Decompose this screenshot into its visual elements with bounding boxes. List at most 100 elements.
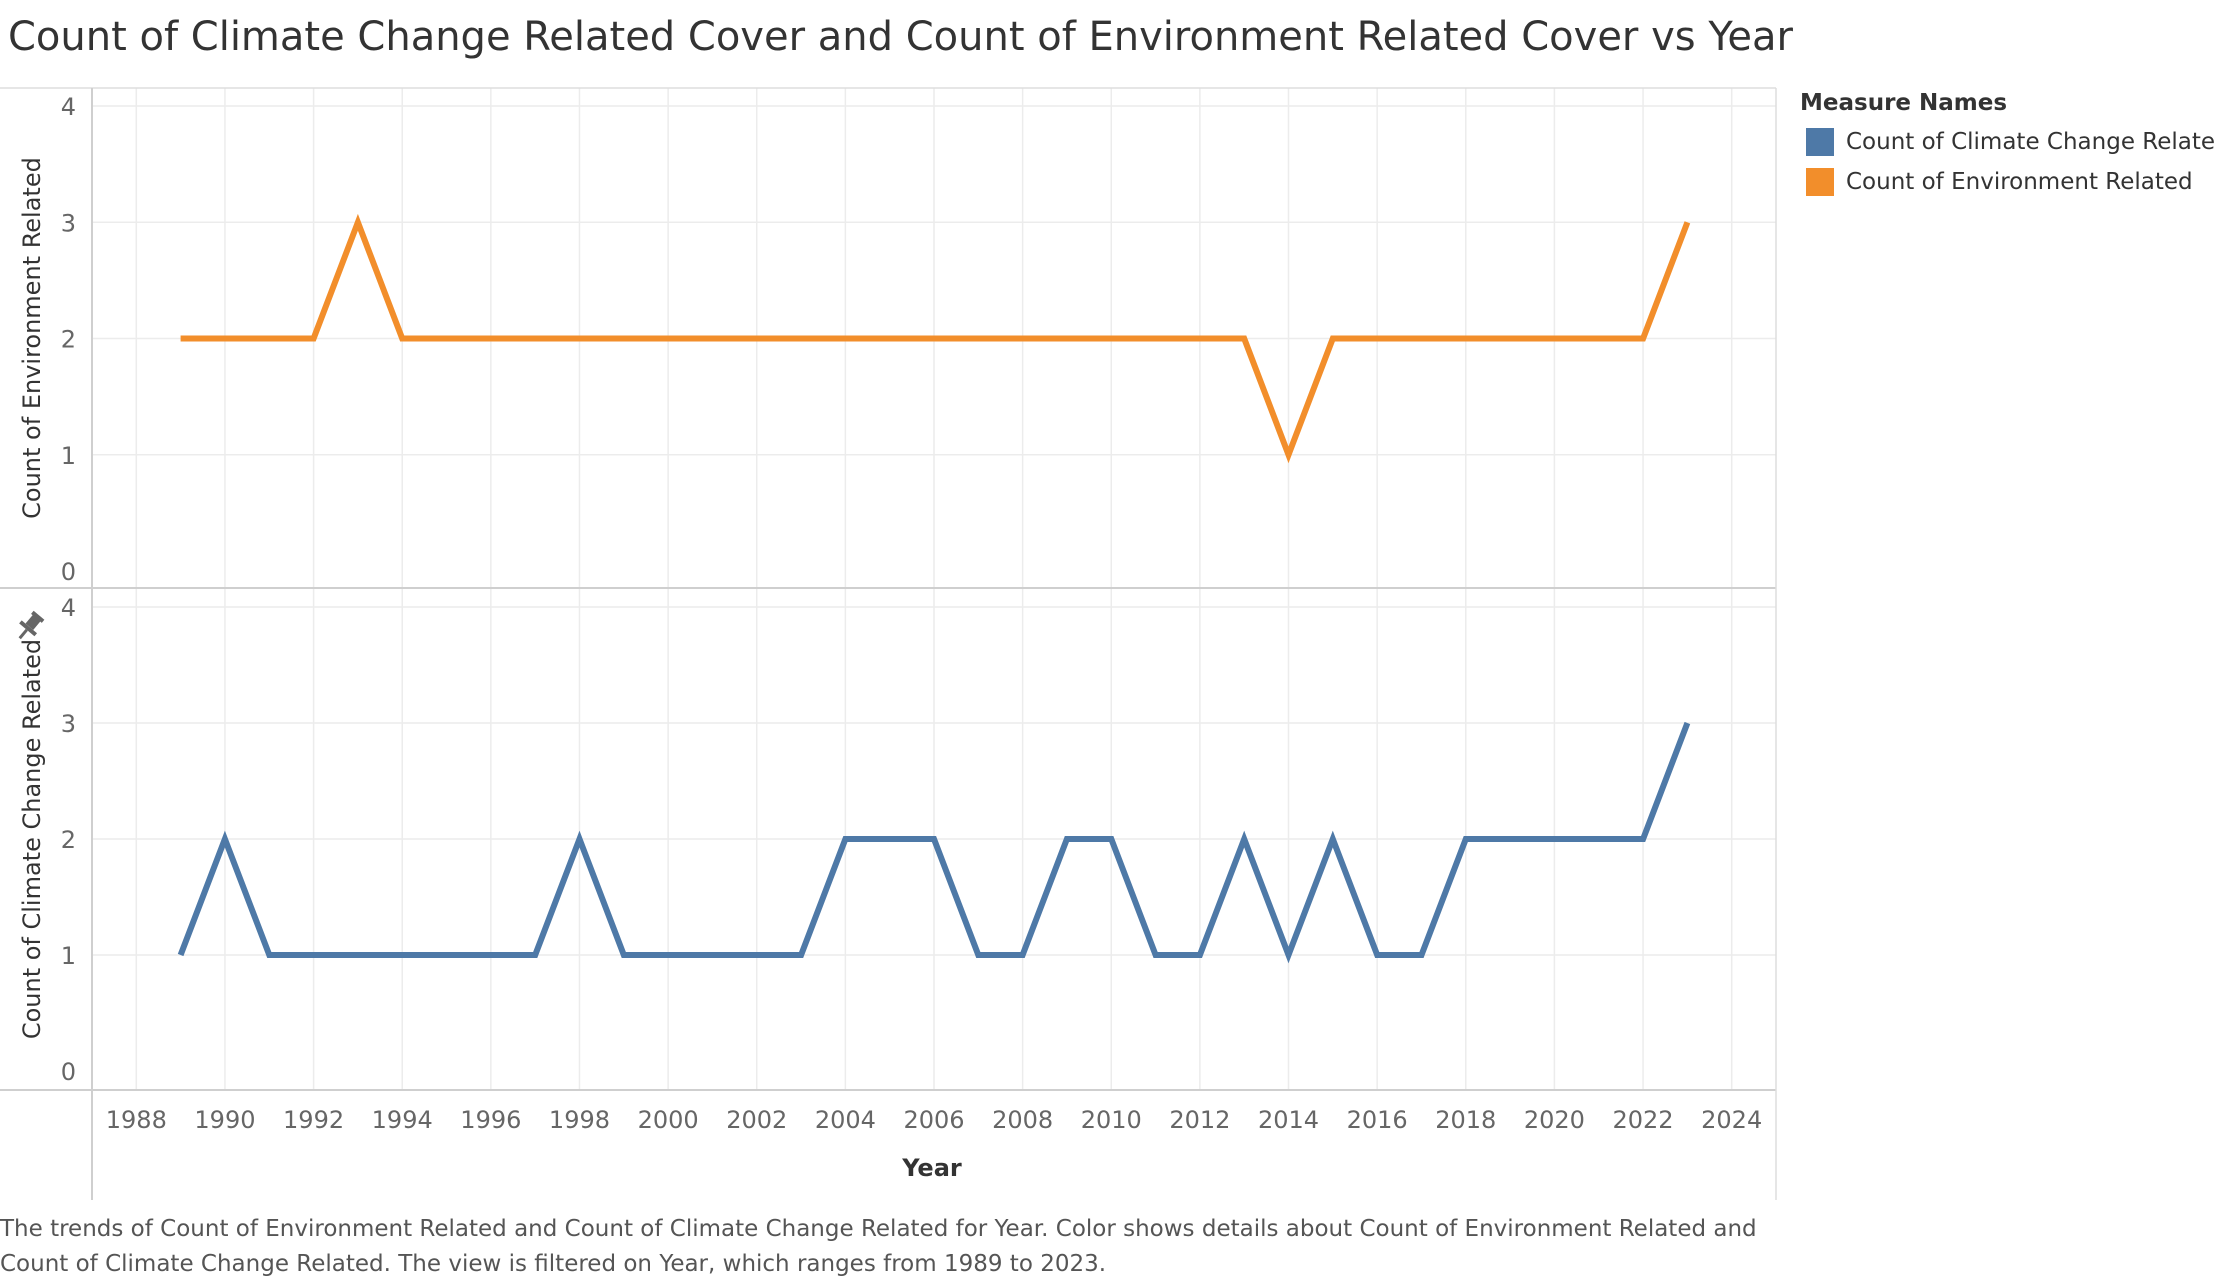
data-point (488, 336, 494, 342)
data-point (532, 952, 538, 958)
y-tick-label: 0 (61, 558, 76, 586)
series-line (180, 213, 1691, 464)
data-point (975, 336, 981, 342)
data-point (1153, 336, 1159, 342)
x-tick-label: 1990 (194, 1106, 255, 1134)
legend-item-climate-change[interactable]: Count of Climate Change Related (1800, 122, 2216, 162)
data-point (1197, 336, 1203, 342)
data-point (311, 952, 317, 958)
x-tick-label: 2000 (638, 1106, 699, 1134)
data-point (887, 336, 893, 342)
x-tick-label: 2020 (1524, 1106, 1585, 1134)
y-tick-label: 4 (61, 93, 76, 121)
data-point (576, 336, 582, 342)
data-point (1640, 836, 1646, 842)
data-point (621, 336, 627, 342)
legend-label-environment: Count of Environment Related (1846, 169, 2193, 195)
x-tick-label: 2004 (815, 1106, 876, 1134)
data-point (1020, 336, 1026, 342)
legend-swatch-climate-change (1806, 128, 1834, 156)
data-point (887, 836, 893, 842)
data-point (1507, 836, 1513, 842)
pin-icon-head (31, 610, 45, 623)
data-point (1684, 219, 1690, 225)
y-tick-label: 2 (61, 826, 76, 854)
data-point (798, 952, 804, 958)
y-tick-label: 3 (61, 209, 76, 237)
data-point (1374, 336, 1380, 342)
legend-label-climate-change: Count of Climate Change Related (1846, 129, 2216, 155)
data-point (1596, 836, 1602, 842)
pin-icon-needle (18, 628, 28, 640)
data-point (1020, 952, 1026, 958)
data-point (444, 952, 450, 958)
legend[interactable]: Measure Names Count of Climate Change Re… (1800, 90, 2216, 202)
data-point (1108, 336, 1114, 342)
chart: 0 1 2 3 4 Count of Environment Related 0 1 2 3 4 Co… (0, 87, 1777, 1200)
data-point (621, 952, 627, 958)
x-tick-label: 2008 (992, 1106, 1053, 1134)
data-point (1330, 836, 1336, 842)
data-point (488, 952, 494, 958)
x-tick-label: 2022 (1613, 1106, 1674, 1134)
data-point (754, 336, 760, 342)
legend-title: Measure Names (1800, 90, 2008, 116)
data-point (1286, 952, 1292, 958)
y-tick-label: 0 (61, 1058, 76, 1086)
data-point (1596, 336, 1602, 342)
x-tick-label: 1996 (460, 1106, 521, 1134)
x-tick-label: 1992 (283, 1106, 344, 1134)
y-axis-label: Count of Environment Related (18, 157, 46, 519)
data-point (842, 336, 848, 342)
data-point (1330, 336, 1336, 342)
chart-title: Count of Climate Change Related Cover an… (8, 14, 1793, 60)
y-tick-label: 1 (61, 942, 76, 970)
data-point (1108, 836, 1114, 842)
data-point (1551, 336, 1557, 342)
y-axis-label: Count of Climate Change Related (18, 639, 46, 1039)
x-tick-label: 1988 (106, 1106, 167, 1134)
pin-icon (18, 610, 45, 640)
data-point (1064, 836, 1070, 842)
data-point (1418, 952, 1424, 958)
data-point (1197, 952, 1203, 958)
x-tick-label: 2018 (1435, 1106, 1496, 1134)
data-point (931, 336, 937, 342)
data-point (975, 952, 981, 958)
data-point (1640, 336, 1646, 342)
data-point (266, 952, 272, 958)
y-tick-label: 4 (61, 594, 76, 622)
data-point (709, 952, 715, 958)
caption-line-2: Count of Climate Change Related. The vie… (0, 1251, 1107, 1277)
data-point (266, 336, 272, 342)
data-point (532, 336, 538, 342)
data-point (355, 219, 361, 225)
x-tick-label: 2024 (1701, 1106, 1762, 1134)
x-tick-label: 2006 (903, 1106, 964, 1134)
x-tick-label: 2012 (1169, 1106, 1230, 1134)
data-point (798, 336, 804, 342)
legend-item-environment[interactable]: Count of Environment Related (1800, 162, 2216, 202)
data-point (355, 952, 361, 958)
data-point (1286, 452, 1292, 458)
data-point (931, 836, 937, 842)
caption-line-1: The trends of Count of Environment Relat… (0, 1216, 1757, 1242)
data-point (1463, 836, 1469, 842)
data-point (1241, 836, 1247, 842)
data-point (1064, 336, 1070, 342)
legend-swatch-environment (1806, 168, 1834, 196)
x-tick-label: 1994 (372, 1106, 433, 1134)
data-point (1241, 336, 1247, 342)
data-point (311, 336, 317, 342)
data-point (665, 336, 671, 342)
pin-icon-base (19, 620, 38, 637)
data-point (842, 836, 848, 842)
data-point (399, 336, 405, 342)
data-point (222, 836, 228, 842)
data-point (709, 336, 715, 342)
data-point (576, 836, 582, 842)
data-point (1153, 952, 1159, 958)
x-tick-label: 2016 (1347, 1106, 1408, 1134)
data-point (1418, 336, 1424, 342)
data-point (1374, 952, 1380, 958)
